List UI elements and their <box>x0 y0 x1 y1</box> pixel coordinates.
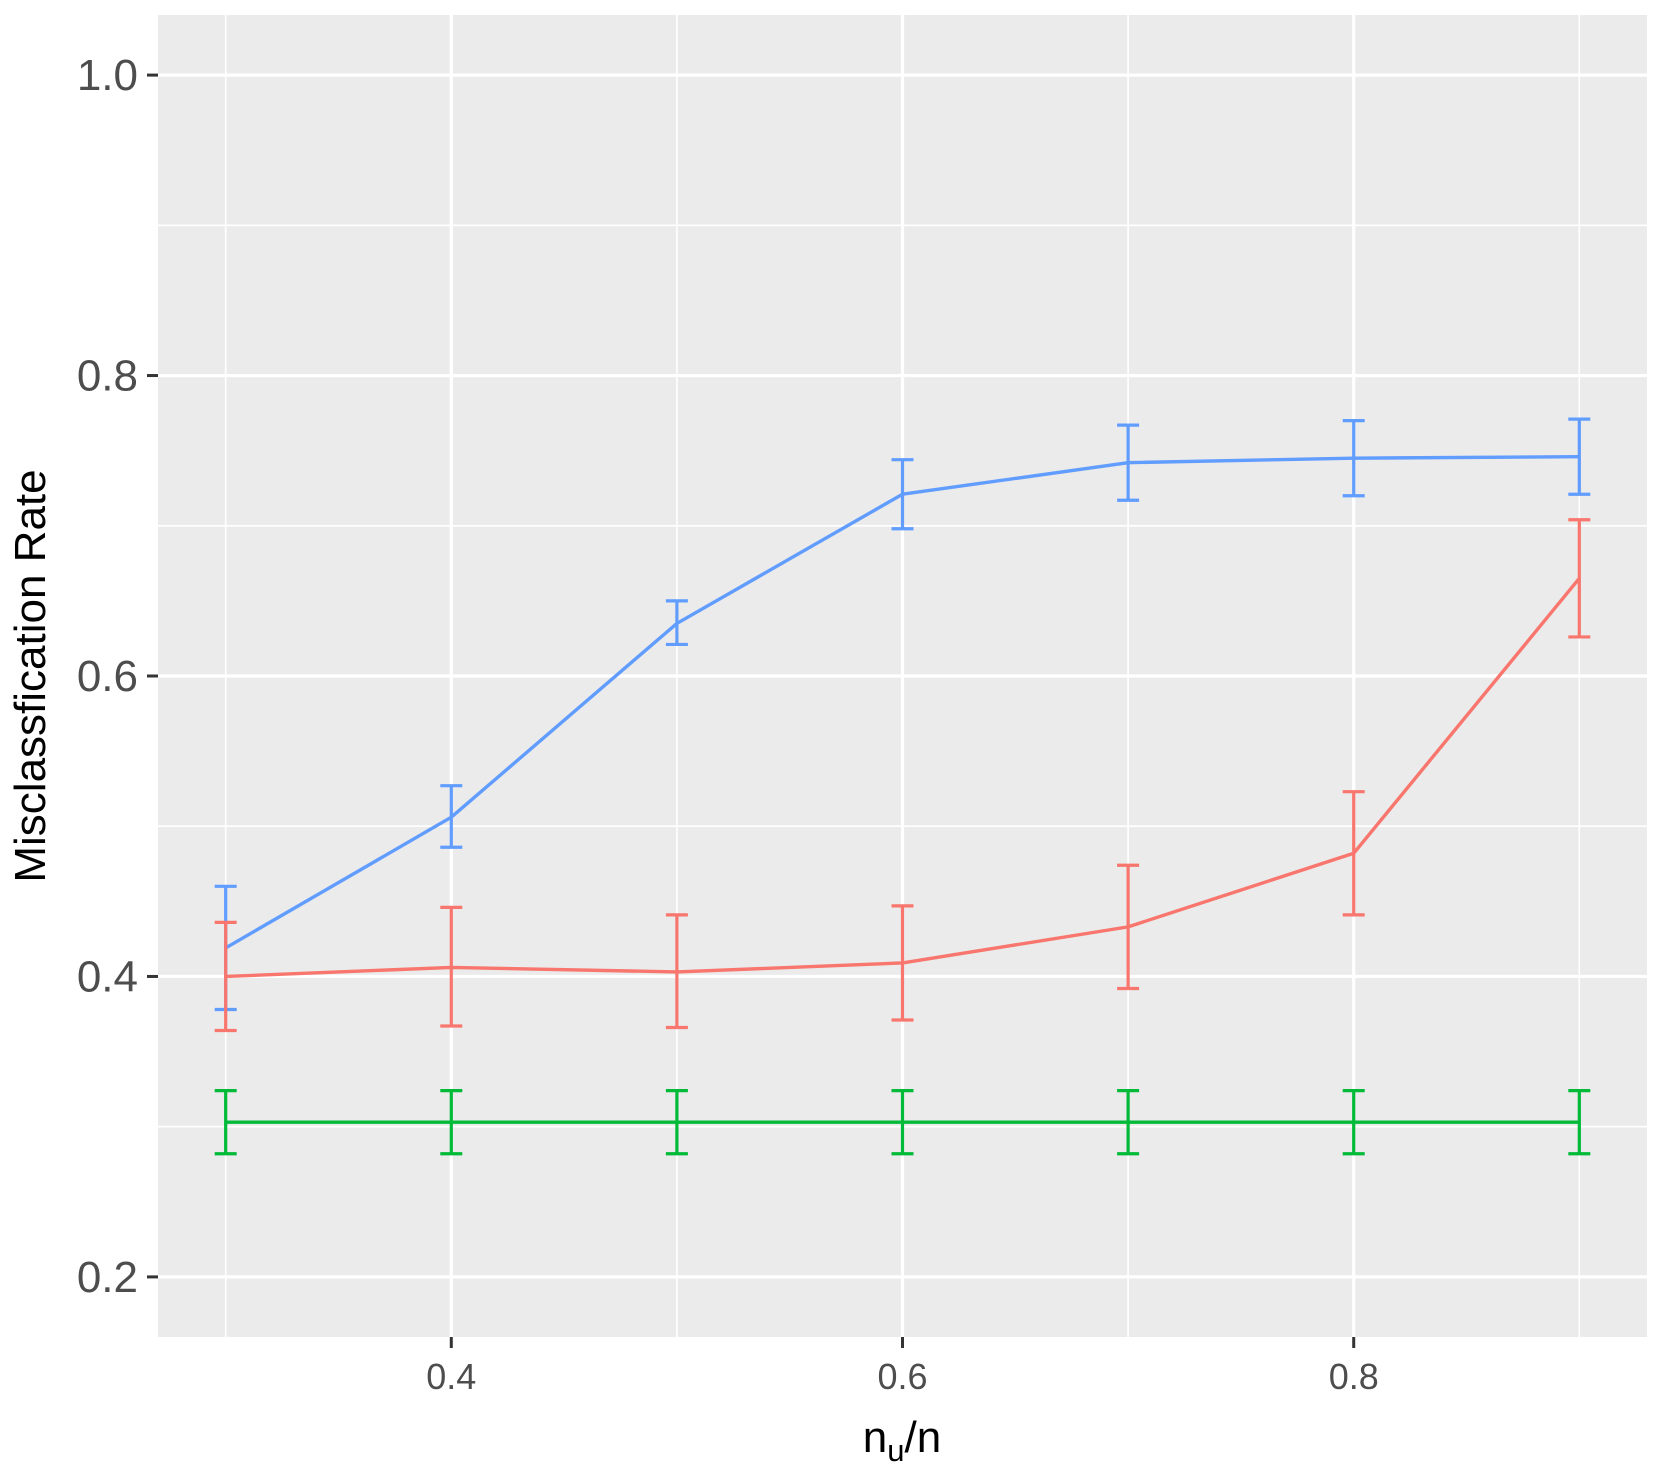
x-tick-label: 0.8 <box>1329 1356 1379 1397</box>
y-tick-label: 0.6 <box>77 652 138 701</box>
y-tick-labels: 0.2 0.4 0.6 0.8 1.0 <box>77 51 138 1302</box>
series-2 <box>214 518 1591 1033</box>
y-axis-title: Misclassfication Rate <box>6 469 55 882</box>
x-tick-label: 0.6 <box>877 1356 927 1397</box>
x-axis-title: nu/n <box>863 1413 941 1465</box>
x-axis-title-subscript: u <box>887 1433 904 1465</box>
x-tick-label: 0.4 <box>426 1356 476 1397</box>
x-tick-labels: 0.4 0.6 0.8 <box>426 1356 1378 1397</box>
series-layer <box>214 417 1591 1156</box>
y-tick-label: 0.4 <box>77 952 138 1001</box>
axis-ticks <box>147 73 1356 1348</box>
series-line <box>224 454 1580 950</box>
series-1 <box>214 417 1591 1012</box>
series-3 <box>214 1089 1591 1156</box>
x-axis-title-tail: /n <box>905 1413 942 1462</box>
x-axis-title-main: n <box>863 1413 887 1462</box>
y-tick-label: 1.0 <box>77 51 138 100</box>
y-tick-label: 0.2 <box>77 1253 138 1302</box>
y-tick-label: 0.8 <box>77 352 138 401</box>
series-line <box>225 577 1581 979</box>
